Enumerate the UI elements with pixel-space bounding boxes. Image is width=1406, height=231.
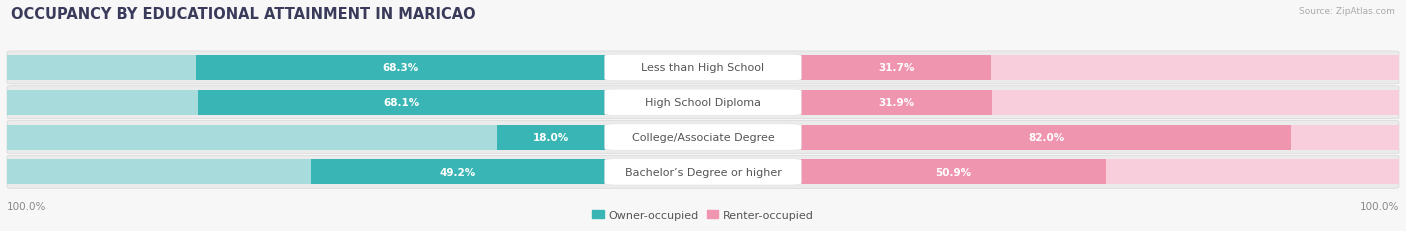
Text: Bachelor’s Degree or higher: Bachelor’s Degree or higher bbox=[624, 167, 782, 177]
Text: 82.0%: 82.0% bbox=[1028, 132, 1064, 143]
Text: 50.9%: 50.9% bbox=[935, 167, 972, 177]
Text: Less than High School: Less than High School bbox=[641, 63, 765, 73]
Legend: Owner-occupied, Renter-occupied: Owner-occupied, Renter-occupied bbox=[588, 205, 818, 224]
Text: High School Diploma: High School Diploma bbox=[645, 98, 761, 108]
Text: 100.0%: 100.0% bbox=[1360, 201, 1399, 211]
Text: 68.1%: 68.1% bbox=[382, 98, 419, 108]
Text: 49.2%: 49.2% bbox=[440, 167, 475, 177]
Text: 31.7%: 31.7% bbox=[877, 63, 914, 73]
Text: OCCUPANCY BY EDUCATIONAL ATTAINMENT IN MARICAO: OCCUPANCY BY EDUCATIONAL ATTAINMENT IN M… bbox=[11, 7, 475, 22]
Text: 68.3%: 68.3% bbox=[382, 63, 419, 73]
Text: 31.9%: 31.9% bbox=[879, 98, 915, 108]
Text: College/Associate Degree: College/Associate Degree bbox=[631, 132, 775, 143]
Text: Source: ZipAtlas.com: Source: ZipAtlas.com bbox=[1299, 7, 1395, 16]
Text: 18.0%: 18.0% bbox=[533, 132, 569, 143]
Text: 100.0%: 100.0% bbox=[7, 201, 46, 211]
